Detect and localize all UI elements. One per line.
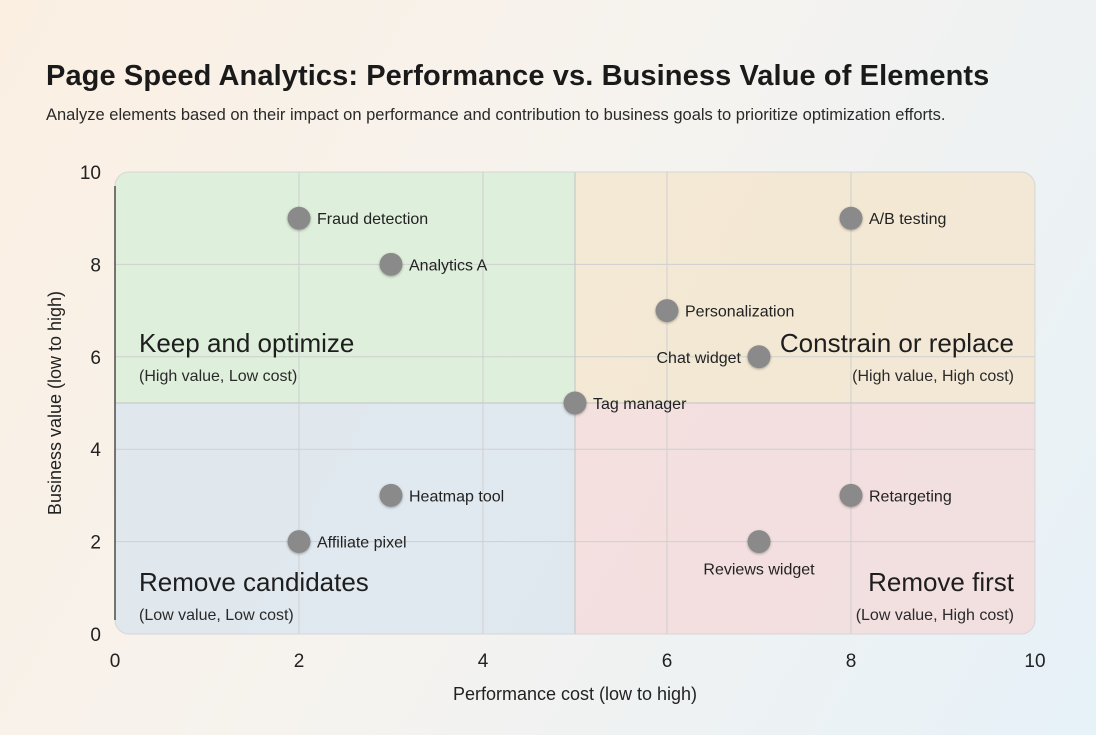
y-tick-label: 8	[90, 255, 101, 276]
data-point	[747, 530, 771, 554]
quadrant-top-left	[115, 172, 575, 403]
quadrant-note: (Low value, Low cost)	[139, 607, 294, 624]
data-point-label: Analytics A	[409, 257, 488, 274]
data-point	[563, 391, 587, 415]
data-point	[287, 530, 311, 554]
x-tick-label: 6	[662, 651, 673, 672]
quadrant-bottom-left	[115, 403, 575, 634]
data-point	[747, 345, 771, 369]
quadrant-title: Constrain or replace	[780, 328, 1014, 358]
data-point-label: Retargeting	[869, 488, 952, 505]
y-tick-label: 0	[90, 625, 101, 646]
data-point	[655, 299, 679, 323]
quadrant-note: (High value, High cost)	[852, 368, 1014, 385]
y-tick-label: 4	[90, 440, 101, 461]
y-axis-label: Business value (low to high)	[45, 291, 65, 515]
data-point	[839, 483, 863, 507]
data-point	[287, 206, 311, 230]
x-tick-label: 10	[1024, 651, 1045, 672]
data-point-label: Reviews widget	[703, 562, 815, 579]
data-point	[379, 252, 403, 276]
data-point	[839, 206, 863, 230]
quadrant-note: (Low value, High cost)	[856, 607, 1014, 624]
data-point-label: Fraud detection	[317, 211, 428, 228]
y-tick-label: 10	[80, 163, 101, 184]
y-tick-label: 2	[90, 533, 101, 554]
x-tick-label: 0	[110, 651, 121, 672]
data-point-label: Tag manager	[593, 396, 687, 413]
x-axis-label: Performance cost (low to high)	[453, 684, 697, 704]
data-point-label: A/B testing	[869, 211, 946, 228]
x-tick-label: 2	[294, 651, 305, 672]
x-tick-label: 8	[846, 651, 857, 672]
quadrant-note: (High value, Low cost)	[139, 368, 297, 385]
data-point-label: Heatmap tool	[409, 488, 504, 505]
quadrant-top-right	[575, 172, 1035, 403]
x-tick-label: 4	[478, 651, 489, 672]
chart-subtitle: Analyze elements based on their impact o…	[46, 106, 946, 124]
y-tick-label: 6	[90, 348, 101, 369]
quadrant-bottom-right	[575, 403, 1035, 634]
data-point-label: Affiliate pixel	[317, 535, 407, 552]
quadrant-title: Remove first	[868, 567, 1015, 597]
quadrant-title: Keep and optimize	[139, 328, 354, 358]
data-point	[379, 483, 403, 507]
chart-title: Page Speed Analytics: Performance vs. Bu…	[46, 60, 990, 92]
data-point-label: Personalization	[685, 304, 794, 321]
quadrant-title: Remove candidates	[139, 567, 369, 597]
data-point-label: Chat widget	[657, 350, 742, 367]
